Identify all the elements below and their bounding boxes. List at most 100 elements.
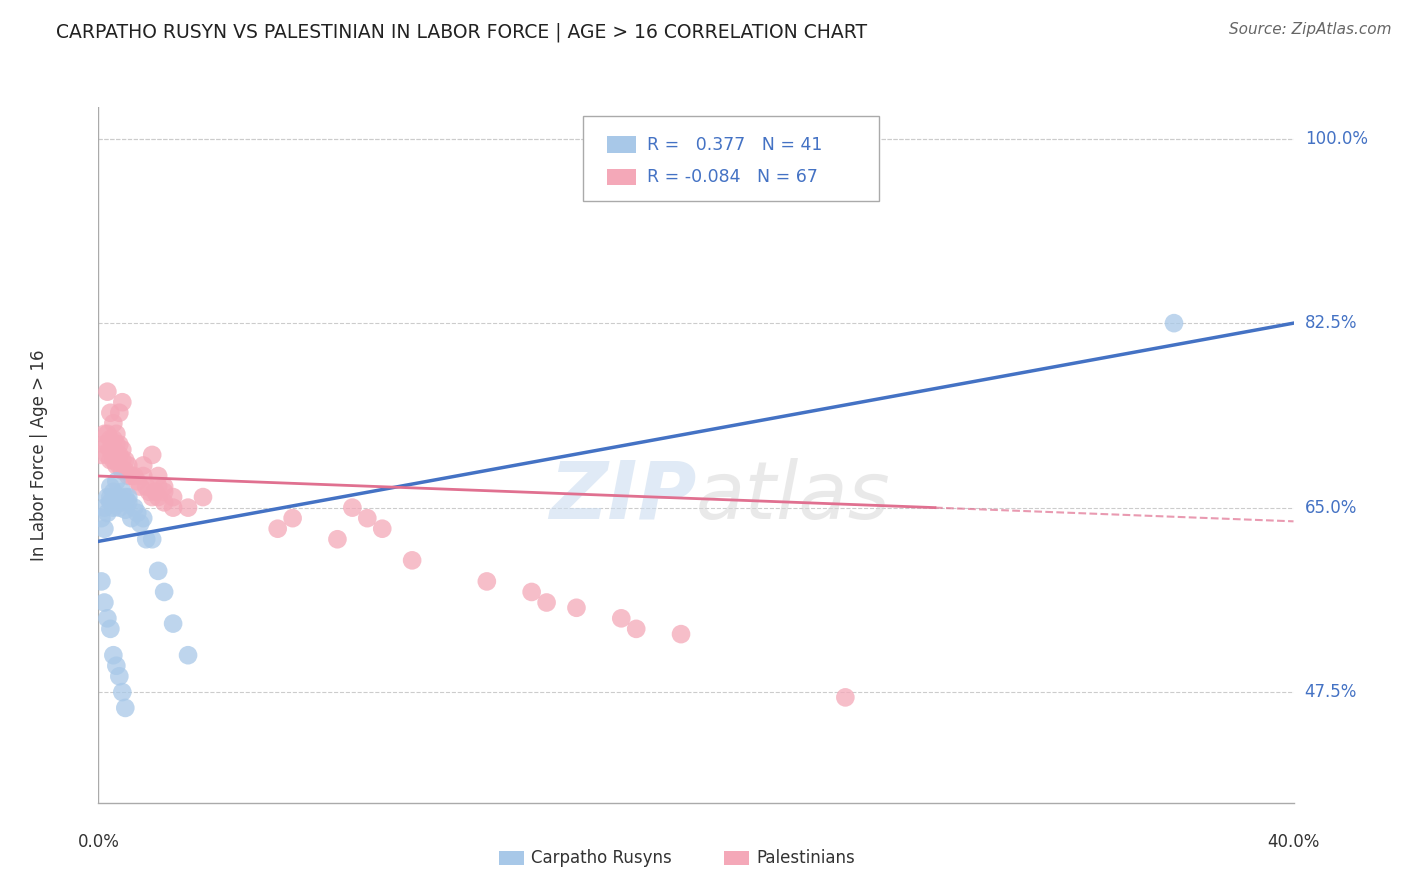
Point — [114, 464, 136, 478]
Point — [153, 484, 176, 499]
Point — [117, 458, 139, 473]
Point — [103, 648, 125, 663]
Point — [162, 616, 184, 631]
Point — [90, 511, 112, 525]
Point — [141, 490, 163, 504]
Point — [98, 479, 122, 493]
Text: 40.0%: 40.0% — [1267, 833, 1320, 851]
Point — [536, 595, 558, 609]
Text: Carpatho Rusyns: Carpatho Rusyns — [531, 849, 672, 867]
Point — [103, 417, 125, 431]
Point — [114, 490, 136, 504]
Point — [96, 506, 118, 520]
Point — [117, 469, 139, 483]
Point — [127, 475, 149, 489]
Point — [111, 484, 134, 499]
Point — [93, 437, 115, 451]
Point — [356, 511, 378, 525]
Point — [98, 490, 122, 504]
Point — [98, 495, 122, 509]
Point — [148, 564, 170, 578]
Point — [93, 522, 115, 536]
Point — [96, 611, 118, 625]
Point — [111, 685, 134, 699]
Point — [520, 585, 543, 599]
Text: R = -0.084   N = 67: R = -0.084 N = 67 — [647, 168, 818, 186]
Text: 65.0%: 65.0% — [1305, 499, 1357, 516]
Text: ZIP: ZIP — [548, 458, 696, 536]
Point — [96, 490, 118, 504]
Text: In Labor Force | Age > 16: In Labor Force | Age > 16 — [30, 349, 48, 561]
Point — [132, 511, 155, 525]
Point — [114, 701, 136, 715]
Point — [143, 484, 166, 499]
Point — [114, 502, 136, 516]
Point — [98, 453, 122, 467]
Point — [148, 479, 170, 493]
Text: R =   0.377   N = 41: R = 0.377 N = 41 — [647, 136, 823, 153]
Point — [108, 669, 131, 683]
Text: atlas: atlas — [696, 458, 891, 536]
Point — [103, 442, 125, 457]
Point — [1163, 316, 1185, 330]
Point — [162, 500, 184, 515]
Point — [108, 458, 131, 473]
Point — [90, 448, 112, 462]
Point — [132, 469, 155, 483]
Point — [98, 432, 122, 446]
Point — [475, 574, 498, 589]
Point — [267, 522, 290, 536]
Point — [669, 627, 692, 641]
Text: 100.0%: 100.0% — [1305, 129, 1368, 148]
Point — [96, 426, 118, 441]
Point — [108, 437, 131, 451]
Text: Palestinians: Palestinians — [756, 849, 855, 867]
Point — [162, 490, 184, 504]
Point — [105, 490, 128, 504]
Text: CARPATHO RUSYN VS PALESTINIAN IN LABOR FORCE | AGE > 16 CORRELATION CHART: CARPATHO RUSYN VS PALESTINIAN IN LABOR F… — [56, 22, 868, 42]
Point — [108, 406, 131, 420]
Point — [177, 648, 200, 663]
Point — [108, 500, 131, 515]
Point — [103, 453, 125, 467]
Point — [624, 622, 647, 636]
Point — [103, 432, 125, 446]
Point — [93, 500, 115, 515]
Point — [326, 533, 349, 547]
Point — [98, 406, 122, 420]
Point — [105, 658, 128, 673]
Point — [834, 690, 856, 705]
Point — [191, 490, 214, 504]
Point — [401, 553, 423, 567]
Point — [103, 500, 125, 515]
Text: Source: ZipAtlas.com: Source: ZipAtlas.com — [1229, 22, 1392, 37]
Point — [117, 490, 139, 504]
Point — [141, 448, 163, 462]
Text: 82.5%: 82.5% — [1305, 314, 1357, 332]
Point — [132, 458, 155, 473]
Point — [108, 448, 131, 462]
Text: 0.0%: 0.0% — [77, 833, 120, 851]
Point — [105, 437, 128, 451]
Point — [120, 469, 142, 483]
Point — [127, 506, 149, 520]
Point — [93, 426, 115, 441]
Point — [96, 448, 118, 462]
Point — [105, 448, 128, 462]
Point — [105, 475, 128, 489]
Point — [148, 490, 170, 504]
Point — [124, 469, 146, 483]
Point — [114, 453, 136, 467]
Point — [96, 384, 118, 399]
Point — [141, 533, 163, 547]
Point — [93, 595, 115, 609]
Point — [105, 458, 128, 473]
Point — [111, 442, 134, 457]
Point — [138, 484, 160, 499]
Text: 47.5%: 47.5% — [1305, 683, 1357, 701]
Point — [111, 453, 134, 467]
Point — [105, 426, 128, 441]
Point — [111, 395, 134, 409]
Point — [135, 533, 157, 547]
Point — [120, 511, 142, 525]
